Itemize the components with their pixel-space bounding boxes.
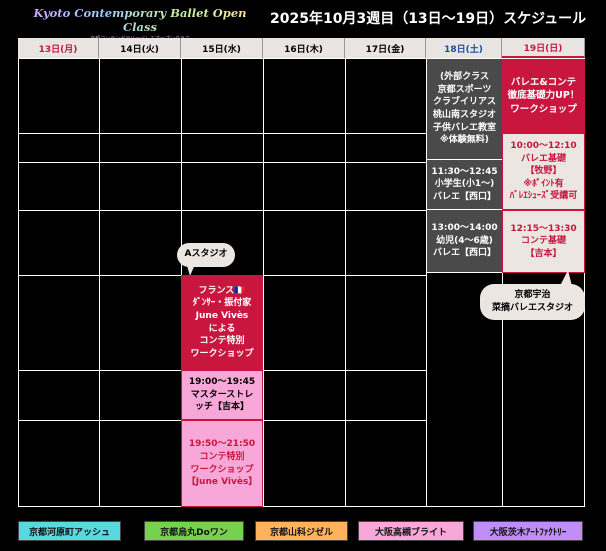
logo: Kyoto Contemporary Ballet Open Class 京都コ… xyxy=(20,6,260,42)
legend-item: 京都烏丸Doワン xyxy=(144,521,244,541)
grid-line xyxy=(426,58,427,507)
bubble-tail xyxy=(186,262,196,276)
grid-line xyxy=(345,58,346,507)
wed-workshop-title: フランス🇫🇷 ﾀﾞﾝｻｰ・振付家 June Vivès による コンテ特別 ワー… xyxy=(181,275,263,370)
day-header: 16日(木) xyxy=(263,38,345,58)
page-title: 2025年10月3週目（13日〜19日）スケジュール xyxy=(270,11,587,27)
wed-contemporary-workshop: 19:50〜21:50 コンテ特別 ワークショップ 【June Vivès】 xyxy=(181,420,263,507)
sunday-studio-bubble: 京都宇治 菜摘バレエスタジオ xyxy=(480,284,585,320)
sun-contemporary-basic: 12:15〜13:30 コンテ基礎 【吉本】 xyxy=(502,210,585,273)
legend-item: 大阪高槻ブライト xyxy=(358,521,464,541)
sun-workshop-title: バレエ&コンテ 徹底基礎力UP！ ワークショップ xyxy=(502,59,585,133)
day-header: 15日(水) xyxy=(181,38,263,58)
grid-line xyxy=(18,162,426,163)
sat-cell-external: (外部クラス 京都スポーツ クラブイリアス 桃山南スタジオ 子供バレエ教室 ※体… xyxy=(427,59,502,160)
grid-line xyxy=(18,210,426,211)
legend-item: 京都山科ジゼル xyxy=(255,521,348,541)
wed-master-stretch: 19:00〜19:45 マスターストレ ッチ【吉本】 xyxy=(181,370,263,420)
day-header: 19日(日) xyxy=(502,38,585,58)
sat-cell-kids: 11:30〜12:45 小学生(小1〜) バレエ【西口】 xyxy=(427,160,502,210)
day-header: 14日(火) xyxy=(99,38,181,58)
sun-ballet-basic: 10:00〜12:10 バレエ基礎 【牧野】 ※ﾎﾟｲﾝﾄ有 ﾊﾞﾚｴｼｭｰｽﾞ… xyxy=(502,133,585,210)
day-header: 13日(月) xyxy=(18,38,99,58)
grid-line xyxy=(99,58,100,507)
legend-item: 京都河原町アッシュ xyxy=(18,521,121,541)
sat-cell-preschool: 13:00〜14:00 幼児(4〜6歳) バレエ【西口】 xyxy=(427,210,502,273)
grid-line xyxy=(18,133,426,134)
day-header: 18日(土) xyxy=(426,38,502,58)
day-header: 17日(金) xyxy=(345,38,426,58)
logo-title: Kyoto Contemporary Ballet Open Class xyxy=(20,6,260,34)
legend-item: 大阪茨木ｱｰﾄﾌｧｸﾄﾘｰ xyxy=(473,521,583,541)
grid-line xyxy=(263,58,264,507)
grid-line xyxy=(502,58,503,507)
bubble-tail xyxy=(560,270,572,286)
